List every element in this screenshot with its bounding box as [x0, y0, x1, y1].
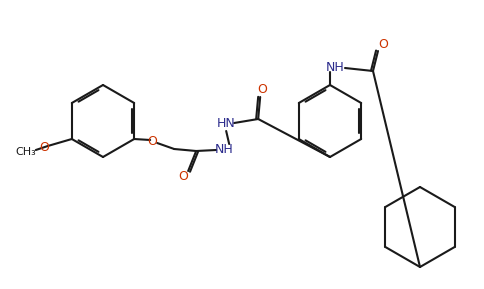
Text: O: O	[147, 134, 157, 147]
Text: NH: NH	[325, 60, 344, 73]
Text: NH: NH	[214, 142, 233, 155]
Text: O: O	[378, 38, 387, 51]
Text: O: O	[39, 140, 49, 153]
Text: HN: HN	[216, 116, 235, 129]
Text: CH₃: CH₃	[15, 147, 36, 157]
Text: O: O	[178, 170, 188, 182]
Text: O: O	[257, 82, 267, 95]
